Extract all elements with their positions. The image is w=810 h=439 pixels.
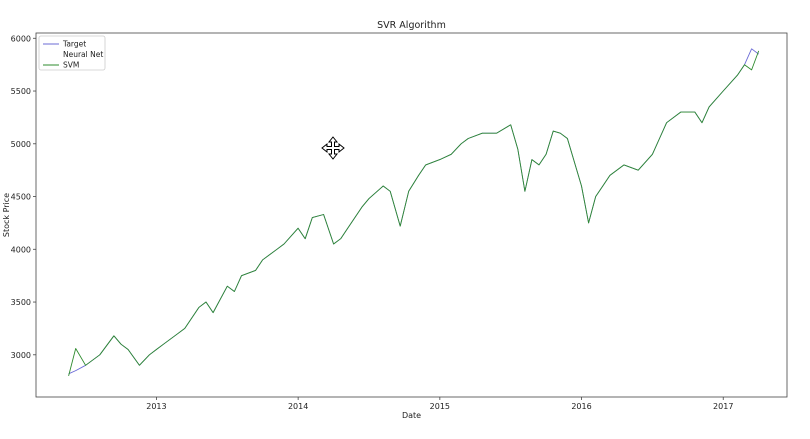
legend-label: Neural Net [63,50,103,59]
y-tick-label: 5500 [11,87,31,96]
chart-title: SVR Algorithm [377,20,446,31]
x-tick-label: 2014 [288,402,308,411]
y-tick-label: 3000 [11,351,31,360]
y-axis: 3000 3500 4000 4500 5000 5500 6000 [11,34,36,360]
x-axis-title: Date [402,411,421,420]
y-tick-label: 5000 [11,140,31,149]
move-cursor-icon [321,136,345,160]
y-tick-label: 4500 [11,193,31,202]
x-tick-label: 2016 [571,402,591,411]
legend-label: SVM [63,61,79,70]
series-layer [68,48,760,377]
x-axis: 2013 2014 2015 2016 2017 [146,397,733,411]
plot-frame [35,32,788,398]
y-tick-label: 6000 [11,34,31,43]
x-tick-label: 2017 [713,402,733,411]
y-tick-label: 3500 [11,298,31,307]
y-axis-title: Stock Price [2,193,11,237]
series-line-svm [68,50,760,377]
series-line-target [68,48,759,375]
legend-label: Target [62,40,86,49]
x-tick-label: 2015 [430,402,450,411]
x-tick-label: 2013 [146,402,166,411]
y-tick-label: 4000 [11,245,31,254]
